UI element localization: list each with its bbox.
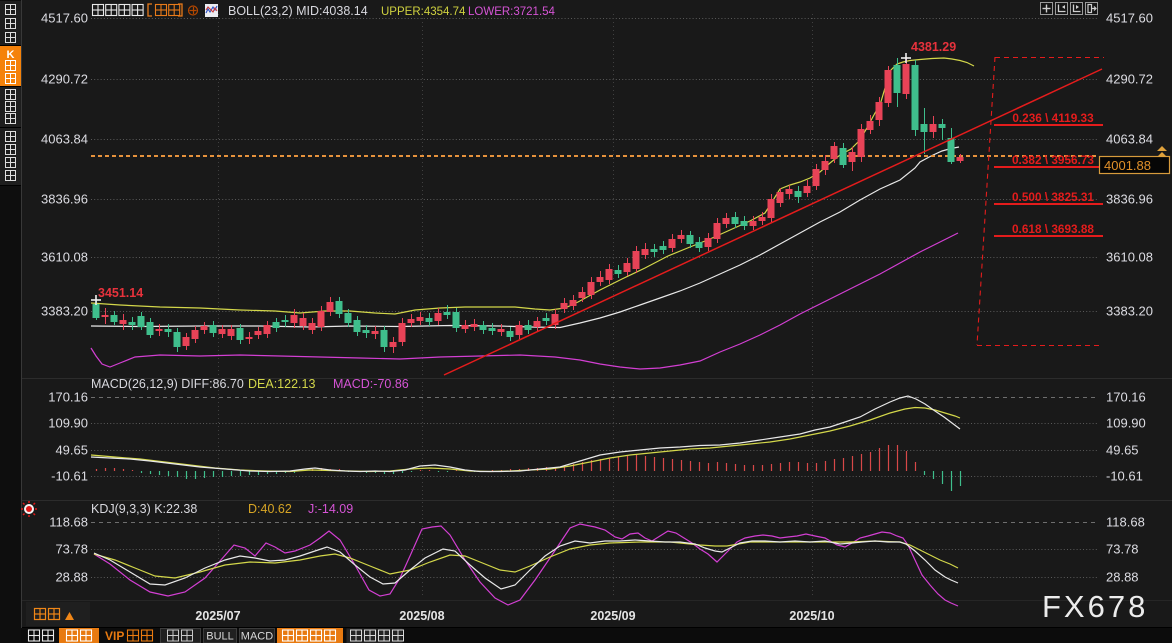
svg-text:170.16: 170.16	[1106, 390, 1146, 405]
svg-text:KDJ(9,3,3) K:22.38: KDJ(9,3,3) K:22.38	[91, 502, 197, 516]
svg-text:49.65: 49.65	[1106, 443, 1139, 458]
svg-text:28.88: 28.88	[1106, 570, 1139, 585]
svg-text:BULL: BULL	[206, 631, 234, 643]
svg-text:28.88: 28.88	[55, 570, 88, 585]
svg-text:UPPER:4354.74: UPPER:4354.74	[381, 6, 466, 18]
svg-text:49.65: 49.65	[55, 443, 88, 458]
svg-text:4001.88: 4001.88	[1104, 158, 1151, 173]
svg-text:3836.96: 3836.96	[41, 192, 88, 207]
svg-text:4063.84: 4063.84	[41, 132, 88, 147]
svg-text:0.500 \ 3825.31: 0.500 \ 3825.31	[1012, 190, 1094, 204]
svg-text:J:-14.09: J:-14.09	[308, 502, 353, 516]
svg-text:3451.14: 3451.14	[98, 286, 143, 300]
svg-text:3383.20: 3383.20	[1106, 304, 1153, 319]
svg-text:MACD(26,12,9) DIFF:86.70: MACD(26,12,9) DIFF:86.70	[91, 377, 244, 391]
svg-text:3610.08: 3610.08	[1106, 250, 1153, 265]
svg-text:109.90: 109.90	[48, 416, 88, 431]
svg-text:118.68: 118.68	[49, 515, 88, 530]
svg-text:BOLL(23,2) MID:4038.14: BOLL(23,2) MID:4038.14	[228, 4, 368, 18]
svg-text:4290.72: 4290.72	[41, 72, 88, 87]
svg-text:0.382 \ 3956.73: 0.382 \ 3956.73	[1012, 153, 1094, 167]
svg-text:4517.60: 4517.60	[41, 11, 88, 26]
svg-text:4063.84: 4063.84	[1106, 132, 1153, 147]
svg-text:3836.96: 3836.96	[1106, 192, 1153, 207]
svg-text:DEA:122.13: DEA:122.13	[248, 377, 315, 391]
svg-text:0.618 \ 3693.88: 0.618 \ 3693.88	[1012, 222, 1094, 236]
svg-text:4517.60: 4517.60	[1106, 11, 1153, 26]
svg-text:109.90: 109.90	[1106, 416, 1146, 431]
svg-text:-10.61: -10.61	[51, 469, 88, 484]
svg-text:MACD:-70.86: MACD:-70.86	[333, 377, 409, 391]
svg-text:0.236 \ 4119.33: 0.236 \ 4119.33	[1012, 111, 1094, 125]
svg-text:73.78: 73.78	[1106, 542, 1139, 557]
svg-text:K: K	[7, 49, 15, 61]
svg-text:2025/07: 2025/07	[195, 609, 240, 623]
svg-text:D:40.62: D:40.62	[248, 502, 292, 516]
svg-text:2025/09: 2025/09	[590, 609, 635, 623]
svg-text:VIP: VIP	[105, 629, 124, 643]
svg-text:73.78: 73.78	[55, 542, 88, 557]
svg-text:-10.61: -10.61	[1106, 469, 1143, 484]
svg-text:4290.72: 4290.72	[1106, 72, 1153, 87]
svg-text:LOWER:3721.54: LOWER:3721.54	[468, 6, 556, 18]
svg-text:2025/10: 2025/10	[789, 609, 834, 623]
svg-text:FX678: FX678	[1042, 589, 1148, 624]
svg-text:3610.08: 3610.08	[41, 250, 88, 265]
svg-text:118.68: 118.68	[1106, 515, 1145, 530]
svg-text:170.16: 170.16	[48, 390, 88, 405]
svg-text:3383.20: 3383.20	[41, 304, 88, 319]
svg-text:2025/08: 2025/08	[399, 609, 444, 623]
svg-text:MACD: MACD	[241, 631, 273, 643]
svg-text:4381.29: 4381.29	[911, 40, 956, 54]
